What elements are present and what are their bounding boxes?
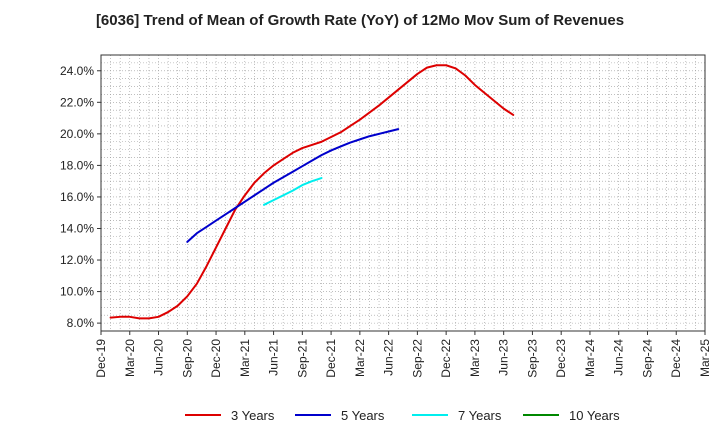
x-tick-label: Sep-23 — [525, 339, 539, 378]
legend-label: 7 Years — [458, 407, 502, 423]
legend-item-5-years: 5 Years — [295, 404, 384, 426]
y-tick-label: 14.0% — [60, 221, 94, 235]
x-tick-label: Dec-20 — [209, 339, 223, 378]
legend-label: 10 Years — [569, 407, 620, 423]
legend-item-3-years: 3 Years — [185, 404, 274, 426]
axes: 8.0% 10.0% 12.0% 14.0% 16.0% 18.0% 20.0% 22.0% 2… — [60, 54, 712, 378]
x-tick-label: Dec-23 — [554, 339, 568, 378]
legend-swatch — [185, 414, 221, 416]
x-tick-label: Jun-24 — [612, 339, 626, 376]
x-tick-label: Dec-24 — [669, 339, 683, 378]
x-tick-label: Mar-20 — [123, 339, 137, 377]
legend-label: 5 Years — [341, 407, 385, 423]
x-tick-label: Dec-22 — [439, 339, 453, 378]
plot-frame — [100, 54, 706, 332]
series-line-3-years — [109, 64, 515, 320]
y-tick-label: 12.0% — [60, 253, 94, 267]
y-tick-label: 20.0% — [60, 127, 94, 141]
legend-swatch — [295, 414, 331, 416]
x-tick-label: Jun-21 — [267, 339, 281, 376]
y-tick-label: 16.0% — [60, 190, 94, 204]
x-tick-label: Jun-22 — [382, 339, 396, 376]
legend-label: 3 Years — [231, 407, 275, 423]
x-tick-label: Sep-22 — [410, 339, 424, 378]
legend-item-7-years: 7 Years — [412, 404, 501, 426]
x-tick-label: Mar-25 — [698, 339, 712, 377]
y-tick-label: 18.0% — [60, 158, 94, 172]
x-tick-label: Mar-21 — [238, 339, 252, 377]
legend-item-10-years: 10 Years — [523, 404, 620, 426]
legend-swatch — [412, 414, 448, 416]
series-line-5-years — [186, 128, 400, 243]
x-tick-label: Mar-23 — [468, 339, 482, 377]
y-tick-label: 8.0% — [67, 316, 95, 330]
x-tick-label: Dec-19 — [94, 339, 108, 378]
x-tick-label: Dec-21 — [324, 339, 338, 378]
x-tick-label: Mar-24 — [583, 339, 597, 377]
x-tick-label: Sep-20 — [180, 339, 194, 378]
legend-swatch — [523, 414, 559, 416]
x-tick-label: Mar-22 — [353, 339, 367, 377]
series-lines — [109, 64, 515, 320]
x-tick-label: Jun-20 — [152, 339, 166, 376]
x-tick-label: Jun-23 — [497, 339, 511, 376]
grid-lines — [101, 55, 705, 331]
plot-area — [101, 55, 705, 331]
x-tick-label: Sep-21 — [295, 339, 309, 378]
y-tick-label: 24.0% — [60, 64, 94, 78]
x-tick-label: Sep-24 — [640, 339, 654, 378]
series-line-7-years — [262, 177, 323, 206]
y-tick-label: 22.0% — [60, 95, 94, 109]
chart-title: [6036] Trend of Mean of Growth Rate (YoY… — [95, 12, 625, 29]
y-tick-label: 10.0% — [60, 285, 94, 299]
legend: 3 Years 5 Years 7 Years 10 Years — [0, 404, 720, 426]
